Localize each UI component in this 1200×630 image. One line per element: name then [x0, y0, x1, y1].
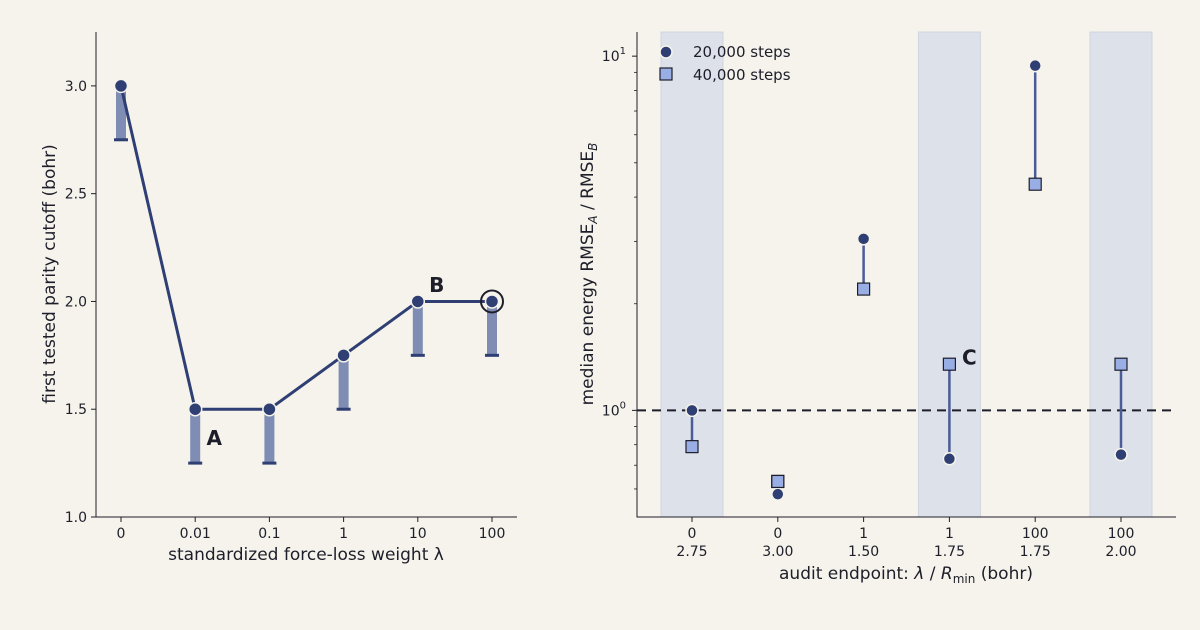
drop-bar [264, 409, 275, 464]
x-tick-label: 10 [409, 526, 427, 542]
square-point-40k [771, 474, 785, 489]
x-tick-rmin: 3.00 [762, 544, 793, 560]
y-tick-label: 100 [602, 400, 626, 419]
x-tick-lambda: 100 [1108, 526, 1135, 542]
shaded-bands [660, 31, 1153, 518]
x-tick-lambda: 1 [945, 526, 954, 542]
square-point-40k [1114, 357, 1128, 371]
left-chart: 0 0.01 0.1 1 10 100 1.01.52.02.53.0 AB standa… [40, 32, 517, 565]
square-point-40k [1028, 177, 1042, 191]
left-points [113, 78, 500, 417]
highlight-ring [480, 289, 504, 314]
right-x-axis-label: audit endpoint: λ / Rmin (bohr) [779, 564, 1033, 586]
drop-bar [338, 355, 349, 410]
y-tick-label: 2.5 [65, 187, 87, 203]
circle-point-20k [685, 403, 699, 418]
square-point-40k [942, 357, 957, 371]
circle-point-20k [1028, 58, 1042, 73]
data-point [262, 401, 277, 417]
annotation-label: C [962, 345, 977, 369]
left-x-ticks: 0 0.01 0.1 1 10 100 [117, 517, 506, 542]
right-annotations: C [962, 345, 977, 369]
y-tick-label: 3.0 [65, 79, 87, 95]
left-annotations: AB [206, 273, 444, 450]
circle-point-20k [1114, 447, 1128, 462]
x-tick-lambda: 0 [773, 526, 782, 542]
square-point-40k [685, 440, 699, 454]
x-tick-label: 1 [339, 526, 348, 542]
annotation-label: B [429, 273, 444, 297]
x-tick-rmin: 1.75 [1020, 544, 1051, 560]
x-tick-rmin: 1.75 [934, 544, 965, 560]
data-point [484, 294, 500, 309]
left-y-ticks: 1.0 1.5 2.0 2.5 3.0 [65, 79, 96, 526]
circle-point-20k [771, 487, 785, 501]
x-tick-rmin: 2.00 [1105, 544, 1136, 560]
right-axes-spine [636, 32, 1176, 518]
y-tick-label: 1.5 [65, 402, 87, 418]
legend: 20,000 steps 40,000 steps [659, 43, 791, 84]
drop-bar [487, 301, 497, 356]
data-point [187, 401, 203, 417]
parity-cutoff-line [119, 85, 492, 411]
x-tick-label: 0.1 [258, 526, 280, 542]
y-tick-label: 1.0 [65, 510, 87, 526]
y-tick-label: 2.0 [65, 294, 87, 310]
connector-lines [690, 65, 1123, 495]
right-x-ticks: 0 2.75 0 3.00 1 1.50 1 1.75 100 1.75 100 2.00 [676, 517, 1137, 560]
annotation-label: A [206, 426, 222, 450]
right-points [685, 58, 1128, 501]
x-tick-rmin: 1.50 [848, 544, 879, 560]
data-point [336, 348, 351, 363]
right-y-ticks: 101 100 [602, 46, 637, 490]
left-y-axis-label: first tested parity cutoff (bohr) [40, 144, 60, 404]
left-x-axis-label: standardized force-loss weight λ [168, 545, 444, 565]
x-tick-rmin: 2.75 [676, 544, 707, 560]
square-point-40k [856, 282, 871, 296]
left-axes-spine [95, 32, 517, 518]
x-tick-lambda: 0 [688, 526, 697, 542]
legend-label-40k: 40,000 steps [693, 66, 791, 84]
legend-label-20k: 20,000 steps [693, 43, 791, 61]
right-y-axis-label: median energy RMSEA / RMSEB [578, 143, 600, 406]
drop-bar [116, 85, 126, 140]
x-tick-lambda: 100 [1022, 526, 1049, 542]
x-tick-label: 0 [117, 526, 126, 542]
data-point [410, 294, 426, 309]
data-point [113, 78, 129, 94]
legend-square-marker [659, 67, 673, 81]
drop-bar [412, 301, 423, 356]
x-tick-label: 100 [479, 526, 506, 542]
y-tick-label: 101 [602, 46, 626, 65]
drop-bar [190, 409, 201, 464]
x-tick-label: 0.01 [180, 526, 211, 542]
legend-circle-marker [659, 45, 673, 59]
left-drop-bars [114, 85, 499, 465]
circle-point-20k [942, 452, 957, 466]
x-tick-lambda: 1 [859, 526, 868, 542]
circle-point-20k [856, 232, 871, 246]
